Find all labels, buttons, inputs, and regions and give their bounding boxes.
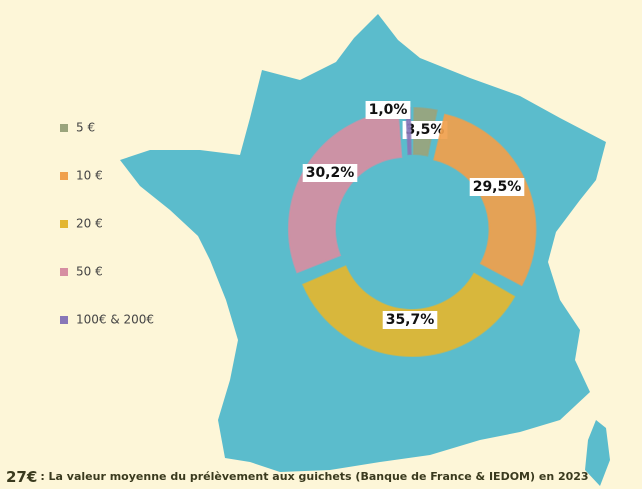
- note: 27€: La valeur moyenne du prélèvement au…: [6, 468, 589, 486]
- data-label: 30,2%: [306, 165, 355, 181]
- legend-label: 20 €: [76, 217, 103, 231]
- donut: 3,5% 29,5% 35,7% 30,2% 1,0%: [287, 101, 537, 357]
- data-label: 3,5%: [406, 122, 445, 138]
- legend-swatch: [60, 316, 68, 324]
- note-value: 27€: [6, 468, 37, 486]
- legend-swatch: [60, 124, 68, 132]
- data-label-box: [382, 311, 438, 329]
- data-label-box: [365, 101, 411, 119]
- data-label-box: [402, 121, 448, 139]
- legend: 5 € 10 € 20 € 50 € 100€ & 200€: [60, 121, 154, 327]
- legend-swatch: [60, 220, 68, 228]
- legend-label: 10 €: [76, 169, 103, 183]
- legend-label: 100€ & 200€: [76, 313, 154, 327]
- data-label-box: [469, 178, 525, 196]
- data-label: 35,7%: [386, 312, 435, 328]
- data-label: 1,0%: [369, 102, 408, 118]
- legend-swatch: [60, 268, 68, 276]
- legend-swatch: [60, 172, 68, 180]
- legend-label: 5 €: [76, 121, 95, 135]
- data-label: 29,5%: [473, 179, 522, 195]
- data-label-box: [302, 164, 358, 182]
- note-text: : La valeur moyenne du prélèvement aux g…: [40, 470, 588, 483]
- map-of-france: [120, 14, 606, 472]
- legend-label: 50 €: [76, 265, 103, 279]
- corsica: [585, 420, 610, 486]
